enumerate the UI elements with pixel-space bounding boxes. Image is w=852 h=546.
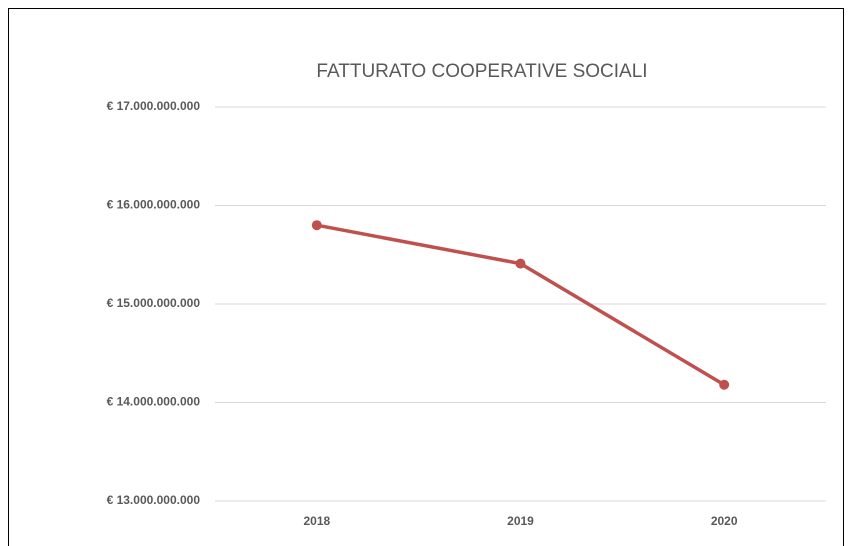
marker: [515, 258, 526, 269]
y-tick-label: € 17.000.000.000: [107, 99, 201, 113]
chart-frame: [8, 8, 844, 546]
marker: [719, 379, 730, 390]
x-tick-label: 2020: [711, 514, 738, 528]
y-tick-label: € 16.000.000.000: [107, 198, 201, 212]
x-tick-label: 2019: [507, 514, 534, 528]
chart-title: FATTURATO COOPERATIVE SOCIALI: [316, 61, 647, 82]
line: [316, 223, 726, 387]
y-tick-label: € 14.000.000.000: [107, 395, 201, 409]
x-tick-label: 2018: [303, 514, 330, 528]
y-tick-label: € 15.000.000.000: [107, 296, 201, 310]
y-tick-label: € 13.000.000.000: [107, 493, 201, 507]
marker: [311, 220, 322, 231]
